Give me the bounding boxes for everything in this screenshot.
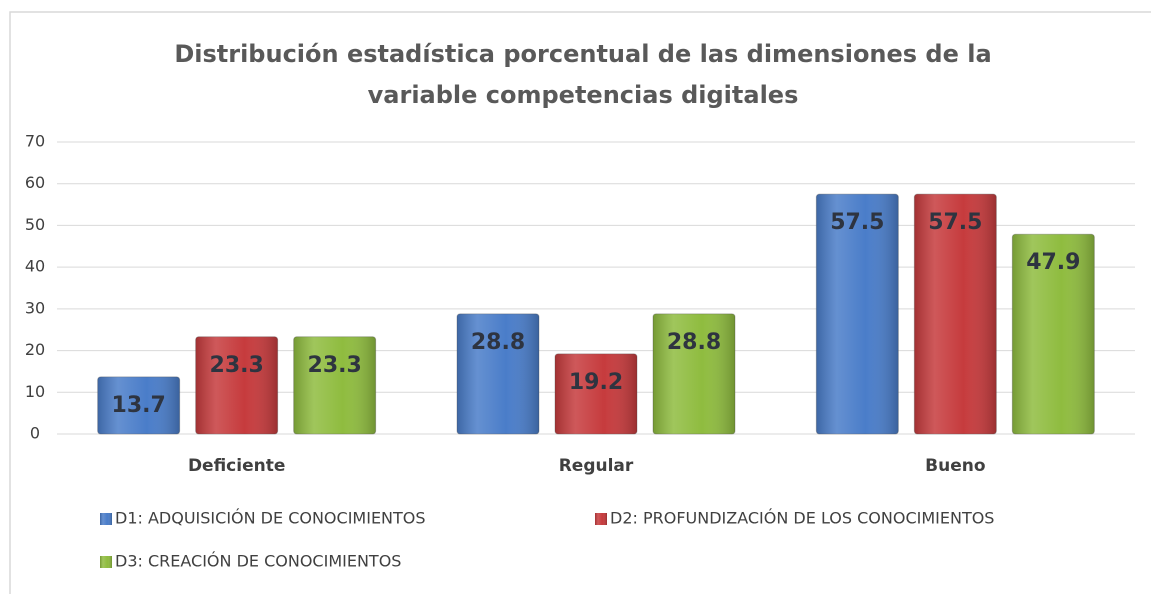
y-tick-label: 60 <box>25 173 45 192</box>
x-tick-label: Deficiente <box>188 456 285 476</box>
data-label: 47.9 <box>1026 250 1080 275</box>
legend-label: D1: ADQUISICIÓN DE CONOCIMIENTOS <box>115 509 426 528</box>
data-label: 23.3 <box>210 353 264 378</box>
chart-title: variable competencias digitales <box>368 81 799 109</box>
y-tick-label: 40 <box>25 257 45 276</box>
x-tick-label: Bueno <box>925 456 985 476</box>
legend-label: D3: CREACIÓN DE CONOCIMIENTOS <box>115 552 401 571</box>
legend-swatch-shine <box>100 513 112 525</box>
y-tick-label: 10 <box>25 382 45 401</box>
y-tick-label: 30 <box>25 298 45 317</box>
y-tick-label: 0 <box>30 424 40 443</box>
legend-swatch-shine <box>100 556 112 568</box>
legend-swatch-shine <box>595 513 607 525</box>
data-label: 57.5 <box>928 210 982 235</box>
data-label: 57.5 <box>830 210 884 235</box>
chart-title: Distribución estadística porcentual de l… <box>174 40 991 68</box>
bar <box>195 336 279 435</box>
chart-border <box>9 11 1151 594</box>
legend-label: D2: PROFUNDIZACIÓN DE LOS CONOCIMIENTOS <box>610 509 994 528</box>
data-label: 28.8 <box>667 330 721 355</box>
y-tick-label: 20 <box>25 340 45 359</box>
data-label: 13.7 <box>112 393 166 418</box>
y-tick-label: 70 <box>25 132 45 151</box>
data-label: 23.3 <box>308 353 362 378</box>
bar <box>293 336 377 435</box>
data-label: 28.8 <box>471 330 525 355</box>
x-tick-label: Regular <box>559 456 634 476</box>
data-label: 19.2 <box>569 370 623 395</box>
y-tick-label: 50 <box>25 215 45 234</box>
